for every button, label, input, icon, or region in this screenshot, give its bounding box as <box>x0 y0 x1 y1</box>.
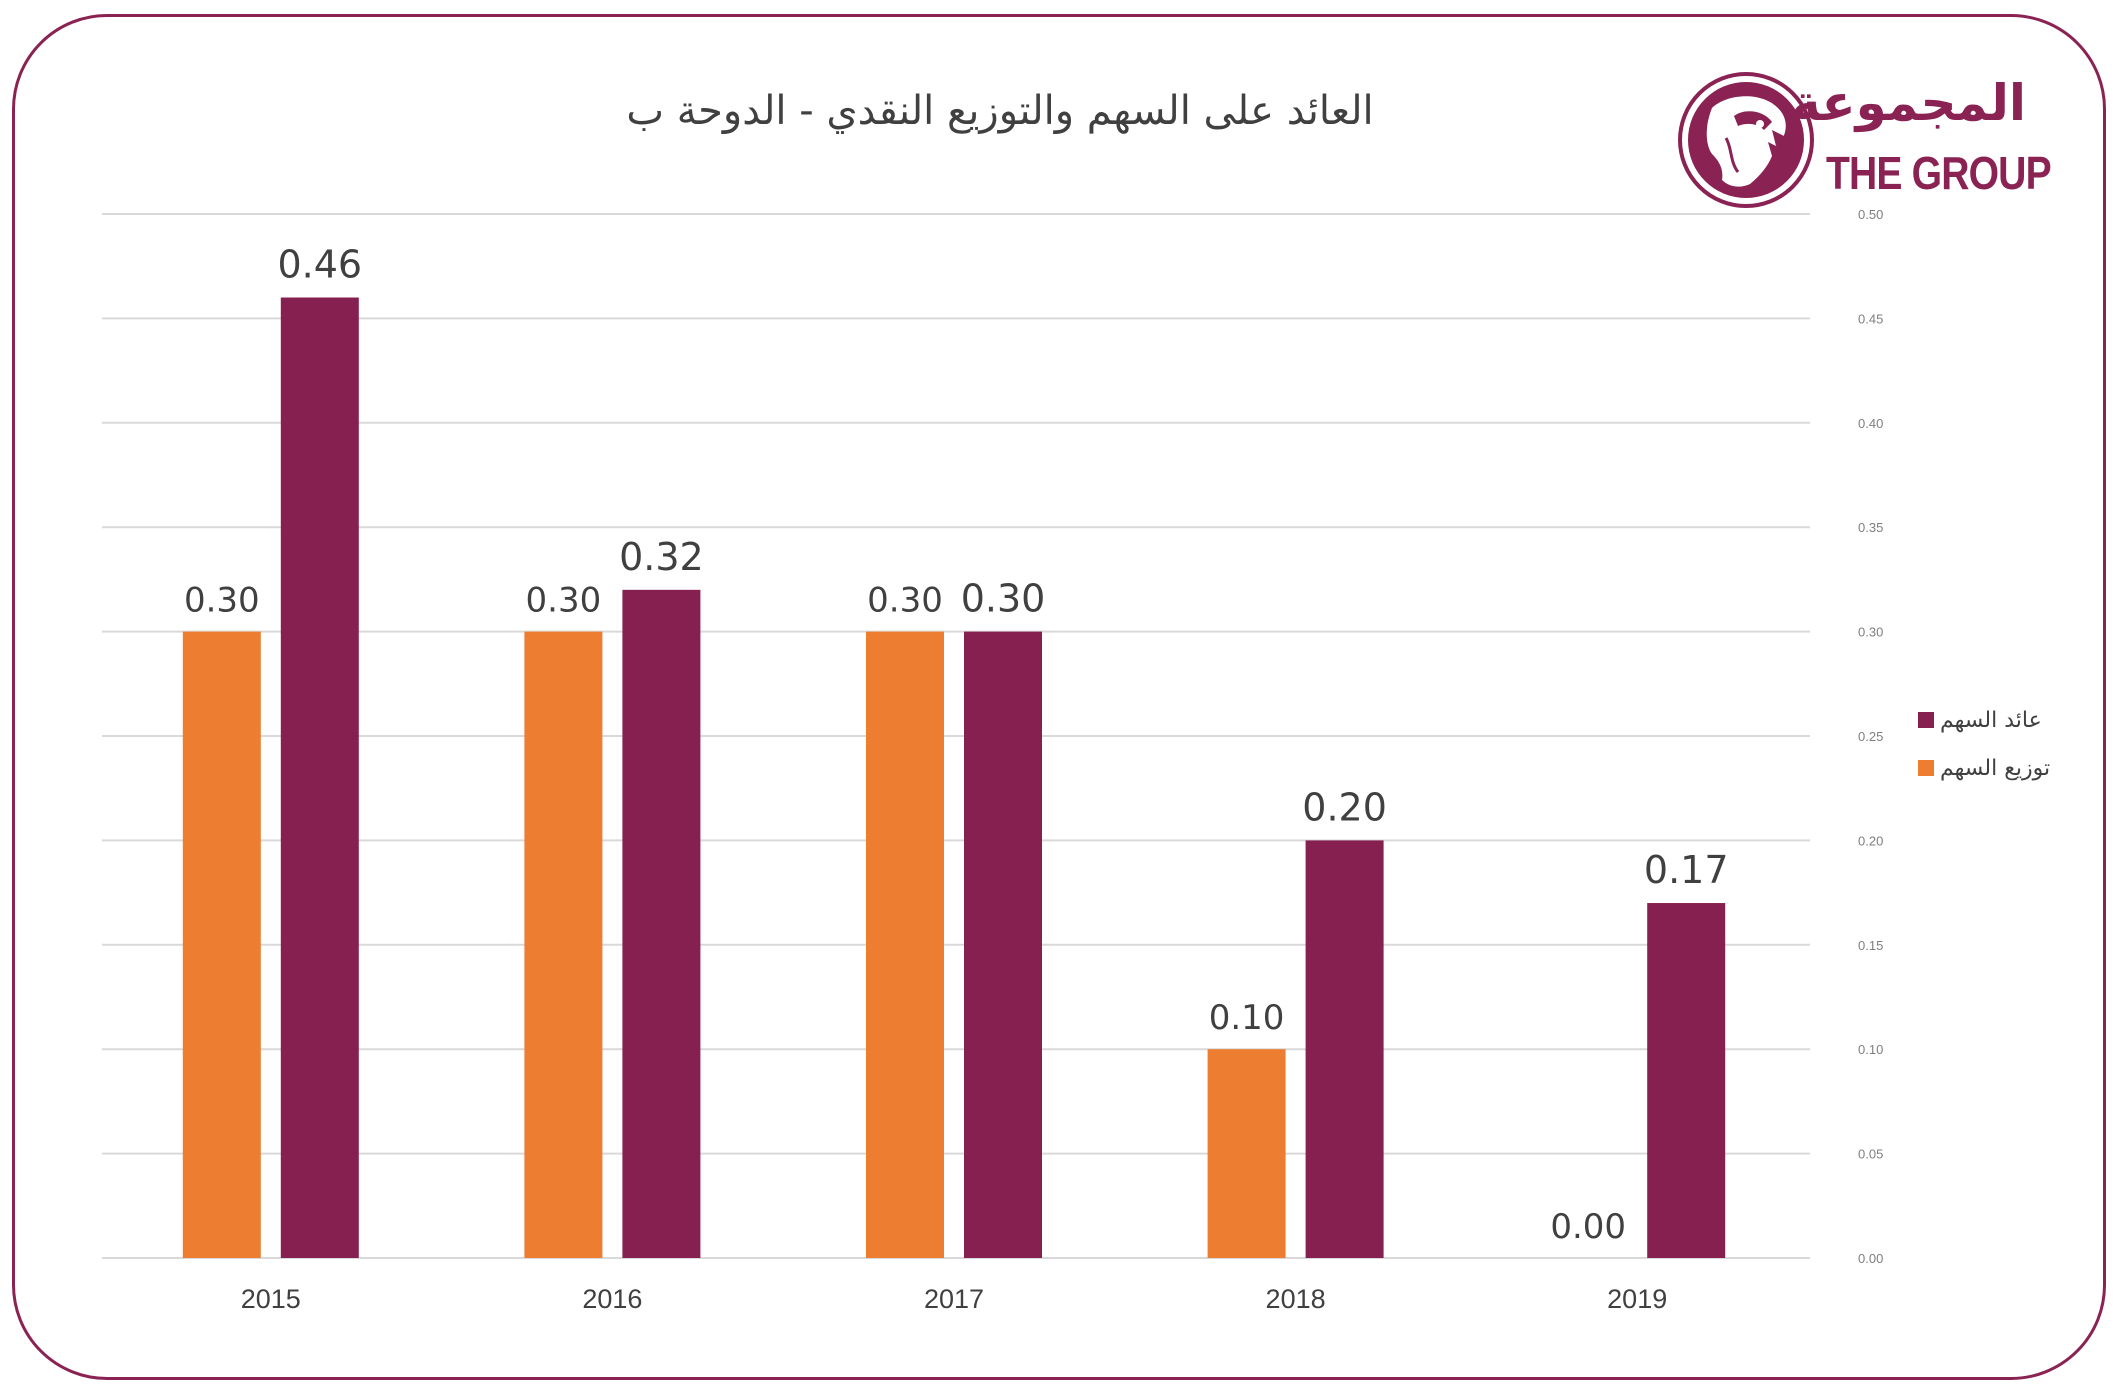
data-label-eps-2017: 0.30 <box>961 577 1046 621</box>
bar-dividend-2017 <box>866 631 944 1258</box>
legend-swatch-dividend <box>1918 760 1934 776</box>
data-label-dividend-2016: 0.30 <box>526 581 602 621</box>
data-label-eps-2018: 0.20 <box>1302 785 1387 829</box>
legend: عائد السهم توزيع السهم <box>1918 696 2050 792</box>
data-label-dividend-2017: 0.30 <box>867 581 943 621</box>
x-axis-ticks: 2015 2016 2017 2018 2019 <box>241 1284 1667 1314</box>
data-label-eps-2016: 0.32 <box>619 535 704 579</box>
logo-arabic-text: المجموعة <box>1791 74 2026 132</box>
x-tick-label: 2018 <box>1266 1284 1326 1314</box>
data-labels: 0.30 0.46 0.30 0.32 0.30 0.30 0.10 0.20 0.00 0.17 <box>184 243 1729 1247</box>
y-tick-label: 0.00 <box>1858 1251 1883 1266</box>
bar-eps-2018 <box>1305 840 1384 1258</box>
data-label-dividend-2015: 0.30 <box>184 581 260 621</box>
bar-eps-2017 <box>964 631 1042 1258</box>
y-tick-label: 0.25 <box>1858 729 1883 744</box>
data-label-dividend-2018: 0.10 <box>1209 998 1285 1038</box>
bar-dividend-2015 <box>182 631 261 1258</box>
data-label-eps-2019: 0.17 <box>1644 848 1729 892</box>
legend-label-eps: عائد السهم <box>1940 707 2042 733</box>
x-tick-label: 2017 <box>924 1284 984 1314</box>
y-axis-ticks: 0.00 0.05 0.10 0.15 0.20 0.25 0.30 0.35 0.40 0.45… <box>1858 207 1883 1266</box>
legend-item-dividend: توزيع السهم <box>1918 744 2050 792</box>
y-tick-label: 0.40 <box>1858 416 1883 431</box>
y-tick-label: 0.20 <box>1858 833 1883 848</box>
chart-title: العائد على السهم والتوزيع النقدي - الدوح… <box>626 88 1374 134</box>
legend-swatch-eps <box>1918 712 1934 728</box>
x-tick-label: 2015 <box>241 1284 301 1314</box>
gridlines <box>102 213 1810 1259</box>
bar-dividend-2018 <box>1207 1049 1286 1258</box>
chart-frame <box>12 14 2106 1380</box>
y-tick-label: 0.10 <box>1858 1042 1883 1057</box>
y-tick-label: 0.35 <box>1858 520 1883 535</box>
data-label-eps-2015: 0.46 <box>277 243 362 287</box>
y-tick-label: 0.45 <box>1858 311 1883 326</box>
data-label-dividend-2019: 0.00 <box>1550 1207 1626 1247</box>
x-tick-label: 2016 <box>582 1284 642 1314</box>
legend-label-dividend: توزيع السهم <box>1940 755 2051 781</box>
y-tick-label: 0.05 <box>1858 1147 1883 1162</box>
bars <box>182 297 1726 1258</box>
logo-english-text: THE GROUP <box>1826 147 2052 199</box>
y-tick-label: 0.30 <box>1858 625 1883 640</box>
y-tick-label: 0.50 <box>1858 207 1883 222</box>
y-tick-label: 0.15 <box>1858 938 1883 953</box>
falcon-head-icon <box>1678 72 1814 208</box>
x-tick-label: 2019 <box>1607 1284 1667 1314</box>
bar-eps-2019 <box>1647 903 1726 1258</box>
logo <box>1678 72 1814 208</box>
bar-eps-2016 <box>622 589 701 1258</box>
legend-item-eps: عائد السهم <box>1918 696 2050 744</box>
bar-dividend-2016 <box>524 631 603 1258</box>
bar-eps-2015 <box>280 297 359 1258</box>
